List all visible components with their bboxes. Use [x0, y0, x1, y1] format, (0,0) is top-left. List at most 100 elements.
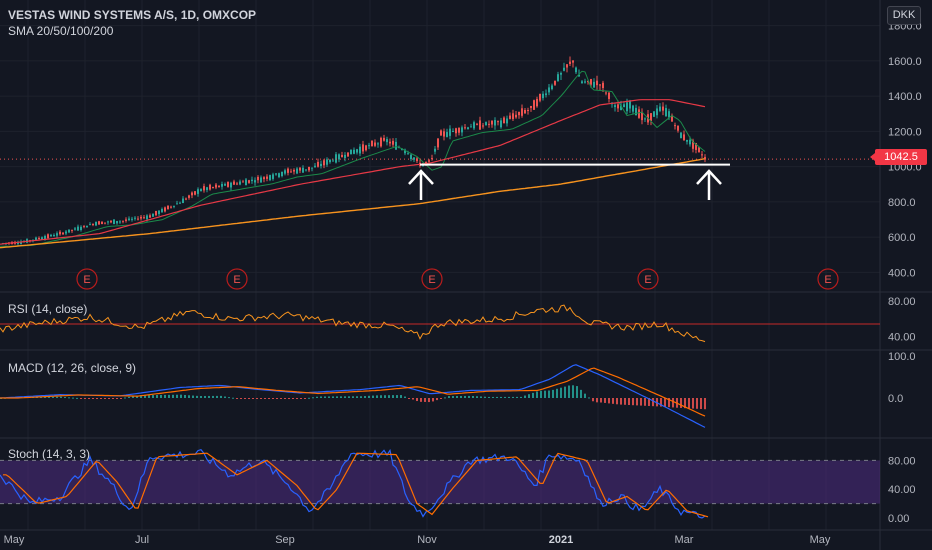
macd-bar: [552, 389, 554, 398]
candle-body: [563, 67, 565, 71]
candle-body: [635, 107, 637, 116]
candle-body: [296, 168, 298, 174]
macd-bar: [80, 398, 82, 399]
macd-bar: [268, 398, 270, 399]
candle-body: [251, 179, 253, 182]
candle-body: [20, 241, 22, 245]
candle-body: [314, 165, 316, 168]
candle-body: [158, 210, 160, 215]
candle-body: [545, 93, 547, 96]
candle-body: [629, 100, 631, 109]
svg-text:E: E: [824, 274, 831, 286]
candle-body: [104, 222, 106, 224]
macd-bar: [228, 397, 230, 399]
candle-body: [368, 145, 370, 147]
candle-body: [590, 79, 592, 85]
macd-bar: [484, 396, 486, 398]
candle-body: [383, 137, 385, 141]
candle-body: [59, 231, 61, 235]
candle-body: [188, 195, 190, 198]
candle-body: [527, 109, 529, 111]
candle-body: [98, 221, 100, 225]
candle-body: [155, 210, 157, 216]
macd-bar: [144, 395, 146, 398]
macd-bar: [304, 398, 306, 399]
candle-body: [116, 220, 118, 224]
candle-body: [110, 220, 112, 223]
candle-body: [701, 154, 703, 156]
candle-body: [536, 98, 538, 107]
candle-body: [311, 167, 313, 169]
candle-body: [332, 160, 334, 162]
macd-bar: [164, 394, 166, 398]
candle-body: [176, 203, 178, 205]
currency-button[interactable]: DKK: [887, 6, 921, 25]
macd-bar: [424, 398, 426, 402]
macd-bar: [572, 385, 574, 398]
candle-body: [686, 139, 688, 142]
candle-body: [404, 149, 406, 154]
candle-body: [50, 234, 52, 237]
candle-body: [488, 123, 490, 125]
candle-body: [575, 67, 577, 73]
candle-body: [482, 125, 484, 127]
candle-body: [236, 183, 238, 185]
candle-body: [476, 123, 478, 125]
earnings-marker: E: [637, 268, 659, 290]
macd-bar: [340, 396, 342, 398]
candle-body: [446, 132, 448, 137]
candle-body: [491, 120, 493, 125]
macd-bar: [448, 396, 450, 398]
macd-bar: [136, 395, 138, 398]
macd-bar: [396, 395, 398, 398]
candle-body: [239, 181, 241, 185]
candle-body: [278, 173, 280, 178]
candle-body: [677, 125, 679, 131]
candle-body: [272, 174, 274, 179]
candle-body: [530, 105, 532, 108]
candle-body: [143, 217, 145, 219]
macd-bar: [124, 397, 126, 399]
candle-body: [149, 215, 151, 218]
candle-body: [194, 191, 196, 195]
candle-body: [578, 74, 580, 77]
candle-body: [77, 226, 79, 231]
macd-bar: [668, 398, 670, 408]
candle-body: [41, 237, 43, 240]
macd-bar: [620, 398, 622, 405]
candle-body: [320, 163, 322, 167]
candle-body: [341, 154, 343, 158]
current-price-badge: 1042.5: [870, 149, 927, 165]
candle-body: [347, 152, 349, 157]
candle-body: [434, 148, 436, 152]
candle-body: [101, 221, 103, 224]
macd-bar: [288, 398, 290, 399]
candle-body: [215, 184, 217, 188]
candle-body: [254, 180, 256, 183]
candle-body: [350, 149, 352, 155]
candle-body: [662, 106, 664, 111]
macd-bar: [464, 395, 466, 398]
stoch-band: [0, 460, 880, 504]
candle-body: [560, 73, 562, 75]
macd-bar: [472, 396, 474, 398]
stoch-label: Stoch (14, 3, 3): [8, 447, 91, 461]
candle-body: [161, 209, 163, 212]
candle-body: [431, 158, 433, 160]
macd-bar: [72, 397, 74, 399]
macd-bar: [556, 388, 558, 398]
macd-bar: [588, 397, 590, 399]
macd-bar: [292, 398, 294, 399]
macd-bar: [148, 395, 150, 398]
candle-body: [521, 108, 523, 116]
candle-body: [389, 141, 391, 144]
candle-body: [596, 80, 598, 86]
svg-text:E: E: [644, 274, 651, 286]
macd-bar: [92, 398, 94, 399]
candle-body: [17, 242, 19, 245]
ma-legend: SMA 20/50/100/200: [8, 24, 114, 38]
candle-body: [467, 127, 469, 129]
candle-body: [56, 233, 58, 236]
macd-bar: [488, 396, 490, 398]
